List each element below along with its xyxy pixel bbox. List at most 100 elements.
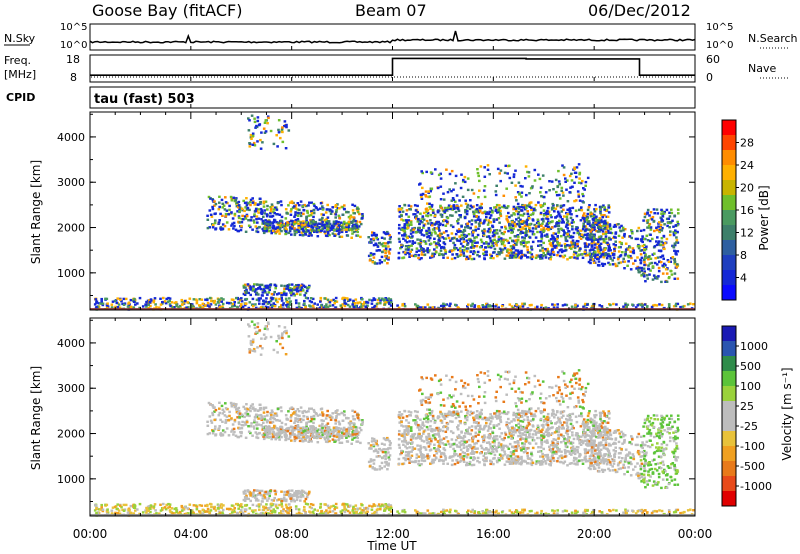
power-cell bbox=[439, 213, 443, 216]
nsky-tick-top: 10^5 bbox=[60, 22, 87, 33]
velocity-cell bbox=[275, 436, 278, 440]
power-cell bbox=[599, 208, 602, 211]
velocity-cell bbox=[262, 333, 266, 336]
power-cell bbox=[207, 195, 211, 199]
power-cell bbox=[155, 306, 158, 309]
power-cell bbox=[304, 227, 307, 230]
power-cell bbox=[321, 227, 324, 230]
velocity-cell bbox=[345, 428, 348, 431]
power-cell bbox=[415, 217, 418, 220]
velocity-cell bbox=[247, 408, 250, 411]
power-cell bbox=[260, 209, 264, 212]
power-cell bbox=[307, 204, 310, 207]
power-cell bbox=[560, 221, 563, 224]
velocity-cell bbox=[255, 433, 259, 436]
power-cell bbox=[339, 304, 343, 307]
velocity-cell bbox=[294, 419, 297, 422]
power-cell bbox=[560, 189, 563, 192]
velocity-cell bbox=[323, 425, 326, 428]
power-cell bbox=[398, 215, 401, 218]
power-cell bbox=[247, 224, 251, 227]
power-cell bbox=[417, 306, 421, 309]
power-cell bbox=[584, 184, 587, 187]
nsearch-tick-top: 10^5 bbox=[706, 22, 733, 33]
power-cell bbox=[118, 306, 122, 309]
power-cell bbox=[487, 219, 491, 222]
power-cell bbox=[508, 164, 511, 167]
power-cell bbox=[328, 222, 331, 226]
power-cell bbox=[575, 214, 579, 218]
power-cell bbox=[407, 219, 411, 222]
power-cell bbox=[397, 209, 401, 212]
power-cell bbox=[659, 216, 663, 219]
power-cell bbox=[320, 304, 323, 307]
power-cell bbox=[453, 243, 457, 247]
power-cell bbox=[470, 304, 473, 307]
power-cell bbox=[429, 256, 432, 259]
velocity-cell bbox=[287, 410, 290, 413]
power-cell bbox=[389, 298, 393, 301]
power-cell bbox=[612, 256, 616, 259]
power-cell bbox=[478, 220, 482, 223]
power-cell bbox=[510, 214, 513, 217]
power-cell bbox=[478, 218, 482, 221]
velocity-cell bbox=[370, 440, 374, 443]
power-cell bbox=[523, 224, 527, 227]
power-cell bbox=[409, 221, 413, 224]
power-cell bbox=[430, 205, 434, 208]
power-cell bbox=[280, 229, 283, 233]
power-cell bbox=[561, 218, 564, 221]
velocity-cell bbox=[269, 412, 272, 415]
power-cell bbox=[664, 280, 667, 283]
power-cell bbox=[259, 306, 263, 309]
velocity-scatter bbox=[90, 320, 695, 517]
power-cell bbox=[362, 304, 365, 307]
power-cell bbox=[658, 229, 661, 233]
power-cell bbox=[299, 214, 303, 218]
power-cell bbox=[500, 305, 504, 308]
power-cell bbox=[618, 226, 621, 229]
power-cell bbox=[351, 303, 354, 306]
velocity-cell bbox=[250, 343, 253, 346]
power-cell bbox=[275, 230, 278, 234]
power-cell bbox=[615, 303, 618, 306]
power-cell bbox=[649, 257, 653, 260]
power-cell bbox=[641, 237, 645, 240]
power-cell bbox=[221, 227, 225, 230]
power-cell bbox=[450, 169, 454, 173]
power-cell bbox=[596, 230, 600, 233]
velocity-cell bbox=[267, 322, 270, 326]
power-cell bbox=[347, 225, 350, 228]
power-cell bbox=[556, 241, 559, 244]
velocity-cell bbox=[371, 467, 375, 470]
power-cell bbox=[281, 304, 285, 307]
power-cell bbox=[520, 255, 523, 258]
power-cell bbox=[296, 290, 300, 293]
power-cell bbox=[352, 299, 355, 303]
power-cell bbox=[297, 222, 300, 225]
power-cell bbox=[525, 206, 528, 210]
power-cell bbox=[419, 229, 422, 233]
power-cell bbox=[325, 225, 328, 228]
power-cell bbox=[482, 189, 486, 192]
power-cell bbox=[209, 296, 212, 300]
power-cell bbox=[111, 300, 115, 303]
power-cell bbox=[276, 300, 279, 304]
power-cell bbox=[448, 172, 452, 176]
power-cell bbox=[120, 300, 123, 303]
power-cell bbox=[438, 252, 441, 255]
power-cell bbox=[168, 297, 172, 300]
power-cell bbox=[264, 219, 267, 222]
power-cell bbox=[273, 305, 277, 308]
power-cell bbox=[608, 236, 611, 240]
power-cell bbox=[639, 253, 643, 256]
velocity-cell bbox=[375, 455, 379, 458]
velocity-cell bbox=[347, 421, 351, 425]
power-cell bbox=[259, 207, 263, 211]
power-cell bbox=[387, 297, 390, 300]
velocity-cell bbox=[231, 423, 235, 426]
power-cell bbox=[342, 296, 345, 300]
power-cell bbox=[451, 214, 454, 217]
power-cell bbox=[439, 172, 442, 175]
power-cell bbox=[442, 246, 446, 249]
